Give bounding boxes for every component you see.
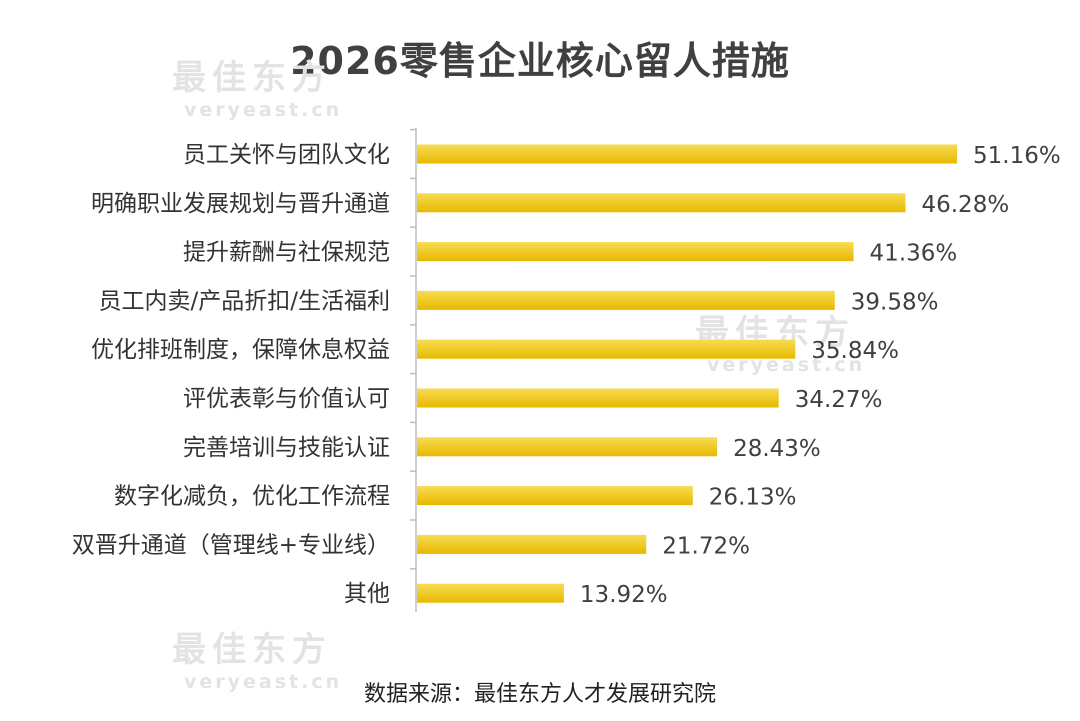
bar — [417, 388, 779, 408]
bar — [417, 534, 647, 554]
category-label: 评优表彰与价值认可 — [183, 386, 390, 412]
value-label: 28.43% — [733, 436, 821, 462]
category-label: 优化排班制度，保障休息权益 — [91, 337, 390, 363]
bar — [417, 144, 957, 164]
value-label: 13.92% — [580, 582, 668, 608]
category-label: 员工关怀与团队文化 — [183, 142, 390, 168]
value-label: 39.58% — [851, 289, 939, 315]
category-label: 提升薪酬与社保规范 — [183, 240, 390, 266]
bar — [417, 290, 835, 310]
category-label: 明确职业发展规划与晋升通道 — [91, 191, 390, 217]
value-label: 35.84% — [811, 338, 899, 364]
value-label: 21.72% — [662, 533, 750, 559]
category-label: 完善培训与技能认证 — [183, 435, 390, 461]
value-label: 46.28% — [921, 192, 1009, 218]
value-label: 41.36% — [870, 241, 958, 267]
bar — [417, 486, 693, 506]
bar — [417, 583, 564, 603]
chart-title: 2026零售企业核心留人措施 — [290, 39, 790, 83]
bar — [417, 193, 906, 213]
source-note: 数据来源：最佳东方人才发展研究院 — [363, 682, 716, 707]
value-label: 51.16% — [973, 143, 1061, 169]
value-label: 26.13% — [709, 485, 797, 511]
value-label: 34.27% — [795, 387, 883, 413]
bar — [417, 437, 718, 457]
bar — [417, 242, 854, 262]
category-label: 员工内卖/产品折扣/生活福利 — [99, 288, 391, 314]
category-label: 数字化减负，优化工作流程 — [114, 484, 390, 510]
category-label: 双晋升通道（管理线+专业线） — [72, 532, 390, 558]
bar — [417, 339, 796, 359]
category-label: 其他 — [344, 581, 390, 607]
